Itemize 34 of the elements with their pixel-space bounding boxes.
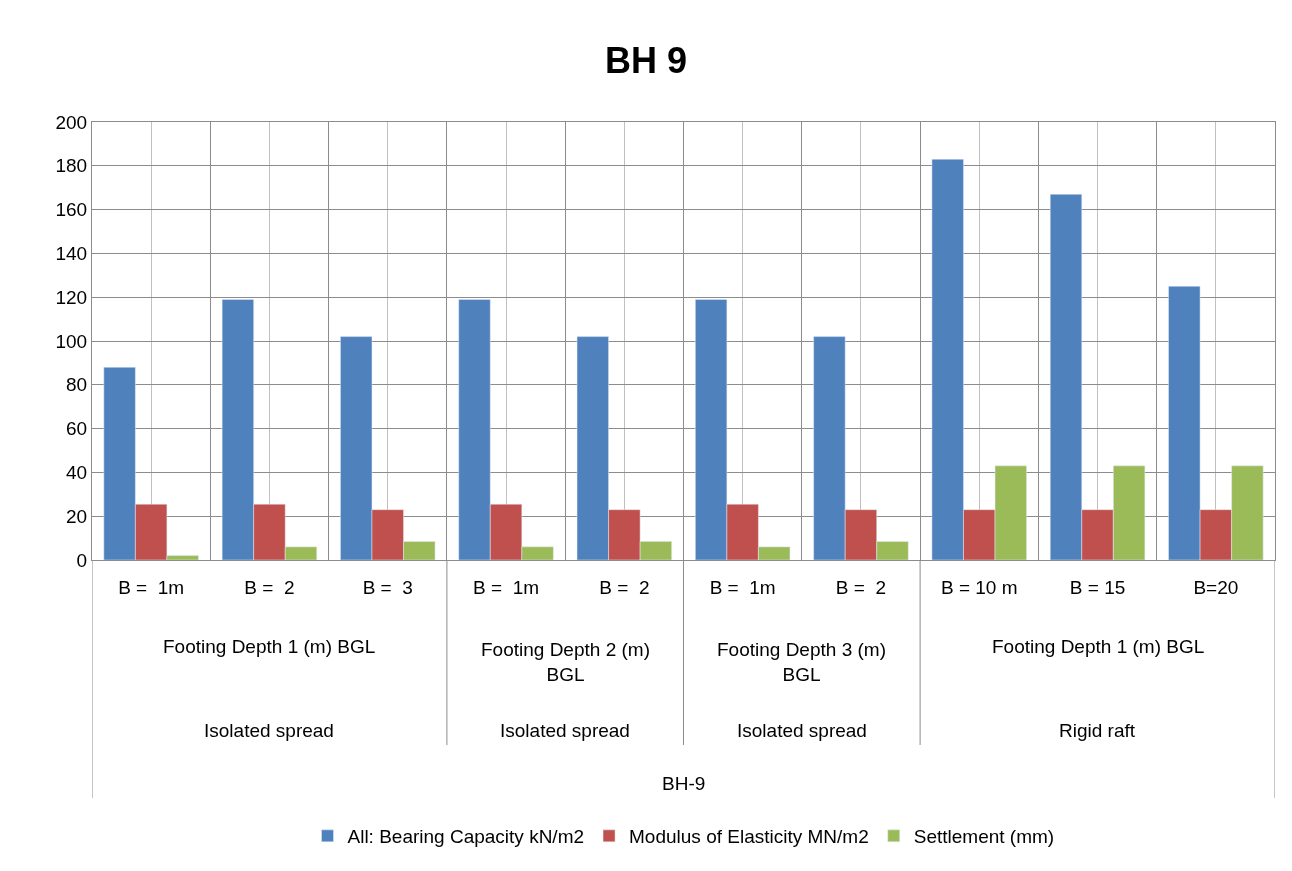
y-tick-label: 140 xyxy=(55,243,88,265)
y-tick-label: 160 xyxy=(55,199,88,221)
x-tick-label: B = 2 xyxy=(244,576,295,598)
text: Footing Depth 1 (m) BGL xyxy=(992,636,1205,657)
y-tick-label: 20 xyxy=(66,505,88,527)
y-tick-label: 200 xyxy=(55,111,88,133)
y-tick-label: 40 xyxy=(66,462,88,484)
y-tick-label: 60 xyxy=(66,418,88,440)
x-tick-label: B = 15 xyxy=(1069,576,1126,598)
y-tick-label: 100 xyxy=(55,330,88,352)
y-tick-label: 80 xyxy=(66,374,88,396)
legend-label: Modulus of Elasticity MN/m2 xyxy=(629,826,869,848)
x-tick-label: B = 1m xyxy=(709,576,776,598)
x-tick-label: B = 2 xyxy=(835,576,887,598)
x-tick-label: B = 2 xyxy=(599,576,650,598)
x-tick-label: B=20 xyxy=(1193,576,1239,598)
text: Isolated spread xyxy=(500,720,630,741)
text: Footing Depth 3 (m) BGL xyxy=(717,639,886,685)
text: Footing Depth 2 (m) BGL xyxy=(481,639,650,685)
chart-title: BH 9 xyxy=(604,39,688,81)
x-tick-label: B = 3 xyxy=(362,576,413,598)
text: Rigid raft xyxy=(1059,720,1136,741)
y-tick-label: 120 xyxy=(55,286,88,308)
text: BH-9 xyxy=(662,773,706,794)
legend-label: Settlement (mm) xyxy=(913,826,1055,848)
y-tick-label: 0 xyxy=(76,549,88,571)
y-tick-label: 180 xyxy=(55,155,88,177)
text: Isolated spread xyxy=(737,720,867,741)
legend-label: All: Bearing Capacity kN/m2 xyxy=(347,826,585,848)
x-tick-label: B = 10 m xyxy=(940,576,1018,598)
text: Isolated spread xyxy=(204,720,334,741)
x-tick-label: B = 1m xyxy=(118,576,185,598)
text: Footing Depth 1 (m) BGL xyxy=(163,636,376,657)
x-tick-label: B = 1m xyxy=(473,576,540,598)
